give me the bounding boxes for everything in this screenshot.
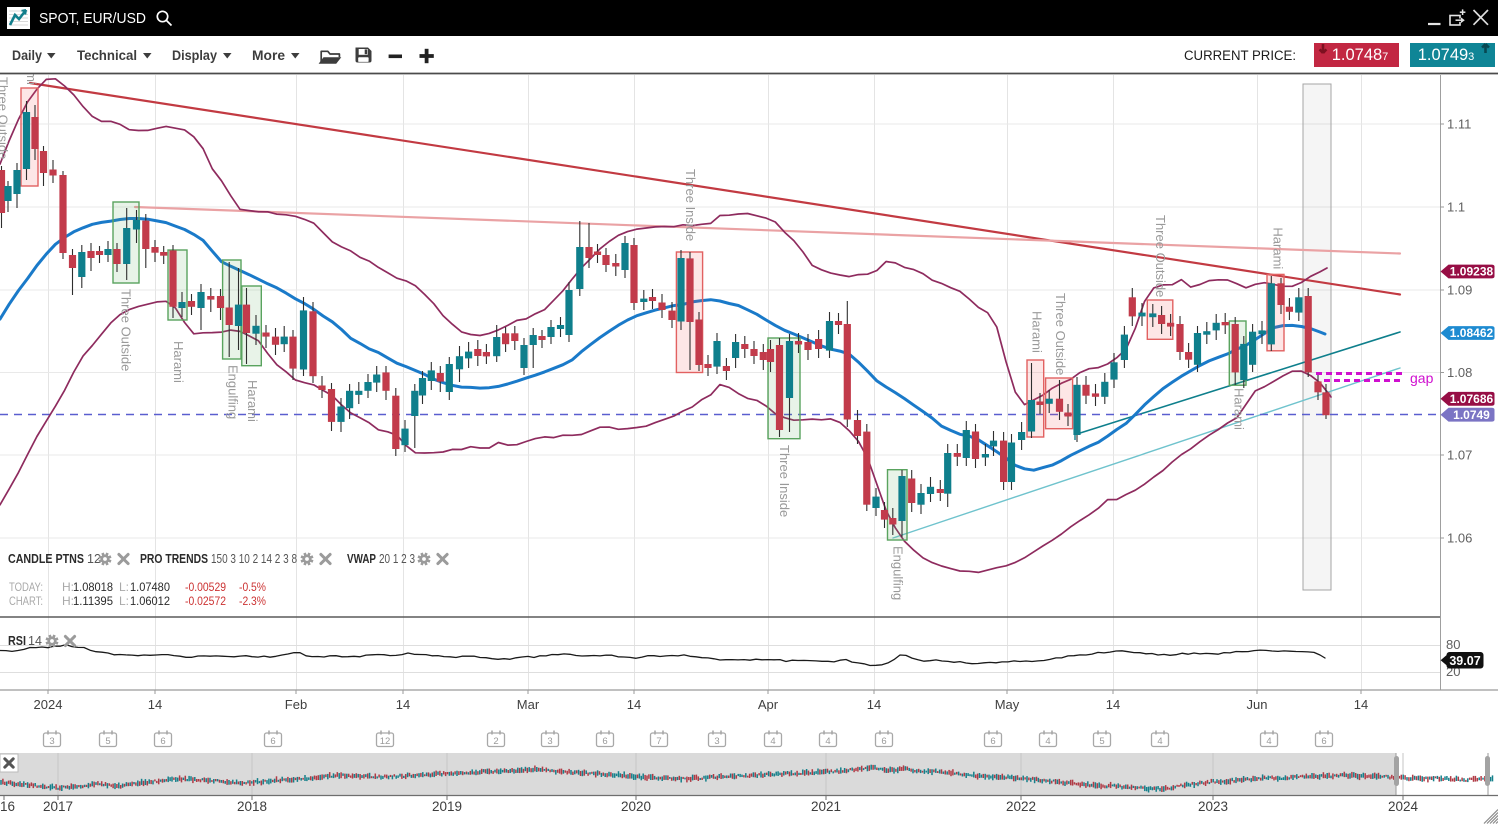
svg-text:16: 16 — [0, 799, 15, 814]
svg-text:1.1: 1.1 — [1447, 200, 1465, 215]
svg-text:CHART:: CHART: — [9, 594, 43, 608]
svg-text:39.07: 39.07 — [1449, 654, 1480, 668]
svg-text:-2.3%: -2.3% — [239, 594, 266, 608]
svg-text:20 1 2 3: 20 1 2 3 — [379, 552, 415, 566]
svg-text:14: 14 — [148, 697, 162, 712]
svg-text:Harami: Harami — [245, 380, 260, 422]
svg-text:1.08018: 1.08018 — [73, 580, 113, 594]
svg-text:1.07: 1.07 — [1447, 448, 1472, 463]
svg-text:Three Outside: Three Outside — [119, 289, 134, 371]
svg-text:6: 6 — [881, 736, 886, 747]
svg-text:6: 6 — [990, 736, 995, 747]
svg-text:1.08462: 1.08462 — [1450, 326, 1494, 340]
svg-text:VWAP: VWAP — [347, 552, 376, 566]
svg-text:1.11: 1.11 — [1447, 117, 1471, 132]
svg-text:7: 7 — [656, 736, 661, 747]
svg-text:12: 12 — [87, 552, 101, 566]
svg-text:-0.5%: -0.5% — [239, 580, 266, 594]
svg-text:-0.02572: -0.02572 — [185, 594, 226, 608]
svg-text:Daily: Daily — [12, 47, 42, 63]
svg-text:4: 4 — [770, 736, 775, 747]
svg-text:Mar: Mar — [517, 697, 540, 712]
svg-text:RSI: RSI — [8, 634, 26, 648]
svg-text:Harami: Harami — [171, 341, 186, 383]
svg-text:1.07487: 1.07487 — [1332, 46, 1389, 64]
svg-text:1.11395: 1.11395 — [73, 594, 113, 608]
svg-text:-0.00529: -0.00529 — [185, 580, 226, 594]
svg-text:More: More — [252, 47, 285, 63]
svg-text:Engulfing: Engulfing — [891, 546, 906, 600]
svg-text:TODAY:: TODAY: — [9, 580, 43, 594]
svg-text:H:: H: — [62, 580, 74, 594]
svg-text:Technical: Technical — [77, 47, 137, 63]
svg-text:H:: H: — [62, 594, 74, 608]
svg-text:14: 14 — [28, 634, 42, 648]
svg-text:4: 4 — [825, 736, 830, 747]
svg-text:2021: 2021 — [811, 799, 841, 814]
svg-text:6: 6 — [602, 736, 607, 747]
svg-text:Three Outside: Three Outside — [0, 77, 11, 159]
svg-text:2024: 2024 — [1388, 799, 1419, 814]
svg-text:1.0749: 1.0749 — [1453, 408, 1490, 422]
svg-text:Feb: Feb — [285, 697, 307, 712]
svg-text:Engulfing: Engulfing — [226, 365, 241, 419]
svg-text:1.07480: 1.07480 — [130, 580, 170, 594]
svg-text:Display: Display — [172, 47, 217, 63]
svg-text:2019: 2019 — [432, 799, 462, 814]
svg-text:Harami: Harami — [1232, 388, 1247, 430]
svg-text:2020: 2020 — [621, 799, 651, 814]
svg-text:1.07686: 1.07686 — [1450, 392, 1494, 406]
svg-text:1.08: 1.08 — [1447, 365, 1472, 380]
svg-text:1.06: 1.06 — [1447, 531, 1472, 546]
svg-text:CANDLE PTNS: CANDLE PTNS — [8, 552, 84, 566]
svg-text:14: 14 — [396, 697, 410, 712]
svg-text:Harami: Harami — [1271, 227, 1286, 269]
svg-text:1.07493: 1.07493 — [1418, 46, 1475, 64]
svg-text:14: 14 — [627, 697, 641, 712]
svg-text:1.06012: 1.06012 — [130, 594, 170, 608]
svg-text:SPOT, EUR/USD: SPOT, EUR/USD — [39, 10, 146, 27]
svg-text:4: 4 — [1266, 736, 1271, 747]
svg-text:Three Outside: Three Outside — [1053, 293, 1068, 375]
svg-text:L:: L: — [119, 594, 129, 608]
svg-text:Three Inside: Three Inside — [777, 445, 792, 517]
svg-text:3: 3 — [49, 736, 54, 747]
svg-text:1.09238: 1.09238 — [1450, 265, 1494, 279]
svg-text:80: 80 — [1446, 637, 1460, 652]
svg-text:gap: gap — [1410, 370, 1434, 386]
svg-text:2018: 2018 — [237, 799, 267, 814]
svg-text:2024: 2024 — [34, 697, 63, 712]
svg-text:2017: 2017 — [43, 799, 73, 814]
svg-text:5: 5 — [105, 736, 110, 747]
svg-text:3: 3 — [714, 736, 719, 747]
svg-text:Jun: Jun — [1247, 697, 1268, 712]
svg-text:6: 6 — [160, 736, 165, 747]
svg-text:2: 2 — [493, 736, 498, 747]
svg-text:4: 4 — [1157, 736, 1162, 747]
svg-text:14: 14 — [867, 697, 881, 712]
svg-text:12: 12 — [380, 736, 391, 747]
svg-text:Apr: Apr — [758, 697, 779, 712]
svg-text:Three Outside: Three Outside — [1153, 215, 1168, 297]
svg-text:150 3 10 2 14 2 3 8: 150 3 10 2 14 2 3 8 — [211, 552, 297, 566]
svg-text:L:: L: — [119, 580, 129, 594]
svg-text:2023: 2023 — [1198, 799, 1228, 814]
svg-text:14: 14 — [1354, 697, 1368, 712]
svg-text:May: May — [995, 697, 1020, 712]
svg-text:4: 4 — [1045, 736, 1050, 747]
svg-text:Harami: Harami — [1030, 311, 1045, 353]
svg-text:2022: 2022 — [1006, 799, 1036, 814]
svg-text:Three Inside: Three Inside — [683, 169, 698, 241]
svg-text:1.09: 1.09 — [1447, 283, 1472, 298]
svg-text:PRO TRENDS: PRO TRENDS — [140, 552, 208, 566]
svg-text:CURRENT PRICE:: CURRENT PRICE: — [1184, 48, 1296, 63]
svg-text:6: 6 — [1321, 736, 1326, 747]
svg-text:5: 5 — [1099, 736, 1104, 747]
svg-text:3: 3 — [547, 736, 552, 747]
svg-text:14: 14 — [1106, 697, 1120, 712]
svg-text:6: 6 — [270, 736, 275, 747]
